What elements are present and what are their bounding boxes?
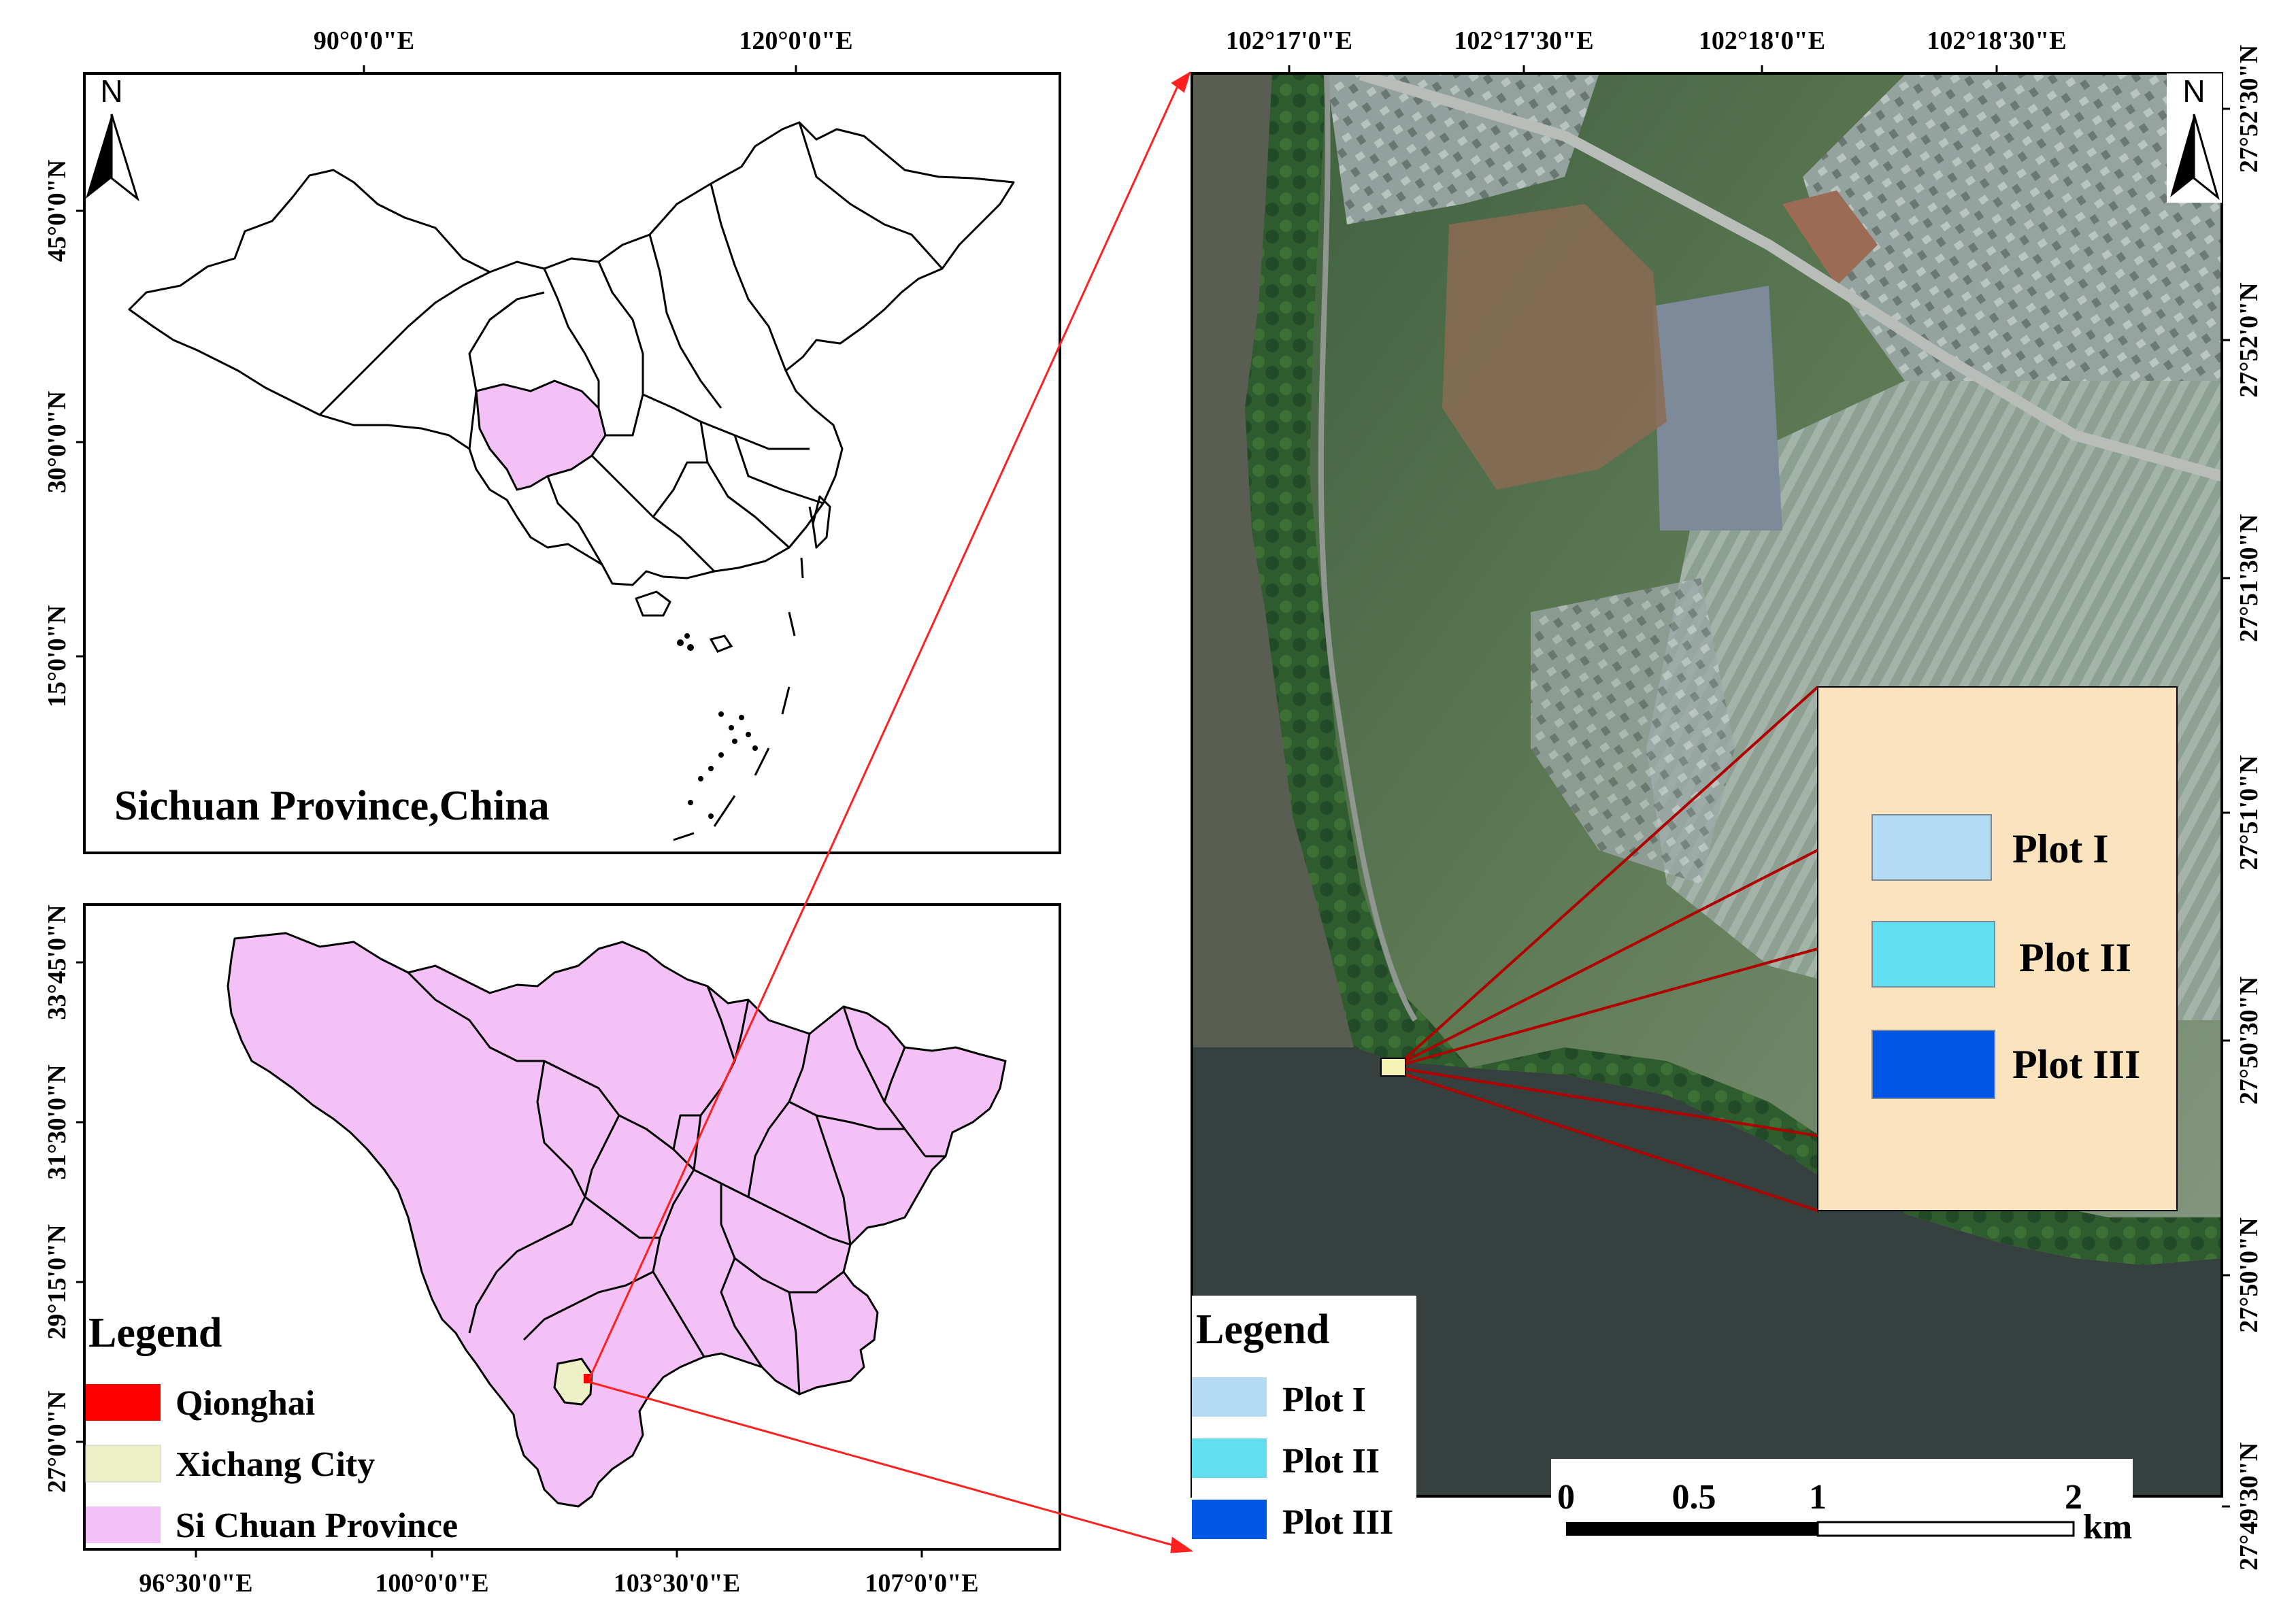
sat-top-tick-102-18-0E: 102°18'0"E bbox=[1699, 27, 1825, 55]
sichuan-bottom-tick-96-30E: 96°30'0"E bbox=[139, 1569, 252, 1598]
legend-label-sichuan: Si Chuan Province bbox=[176, 1506, 458, 1545]
china-north-arrow-icon: N bbox=[86, 73, 139, 202]
china-map-panel: 90°0'0"E 120°0'0"E 45°0'0"N 30°0'0"N 15°… bbox=[43, 27, 1061, 854]
sat-top-tick-102-18-30E: 102°18'30"E bbox=[1927, 27, 2066, 55]
china-sichuan-highlight bbox=[475, 380, 607, 491]
sichuan-bottom-tick-107E: 107°0'0"E bbox=[865, 1569, 978, 1598]
scale-bar: 0 0.5 1 2 km bbox=[1551, 1459, 2133, 1554]
svg-text:N: N bbox=[2182, 73, 2205, 109]
study-plot-marker bbox=[1380, 1058, 1406, 1077]
sat-top-tick-102-17-30E: 102°17'30"E bbox=[1454, 27, 1593, 55]
sichuan-bottom-tick-103-30E: 103°30'0"E bbox=[614, 1569, 740, 1598]
south-china-sea-islands bbox=[677, 633, 758, 819]
sat-right-tick-27-50-30N: 27°50'30"N bbox=[2235, 977, 2263, 1105]
scale-tick-0-5: 0.5 bbox=[1672, 1478, 1716, 1517]
sat-legend-label-plot-1: Plot I bbox=[1282, 1381, 1366, 1419]
legend-label-xichang: Xichang City bbox=[176, 1445, 375, 1484]
plot-inset: Plot I Plot II Plot III bbox=[1817, 686, 2178, 1211]
legend-swatch-qionghai bbox=[86, 1384, 161, 1421]
zoom-leader-lines bbox=[1404, 686, 1819, 1212]
sichuan-map-panel: 96°30'0"E 100°0'0"E 103°30'0"E 107°0'0"E… bbox=[43, 903, 1061, 1598]
sat-right-tick-27-51-30N: 27°51'30"N bbox=[2235, 514, 2263, 642]
china-top-tick-90E: 90°0'0"E bbox=[314, 27, 414, 55]
legend-swatch-xichang bbox=[85, 1445, 161, 1483]
china-top-tick-120E: 120°0'0"E bbox=[739, 27, 852, 55]
china-left-tick-15N: 15°0'0"N bbox=[43, 605, 71, 707]
sat-legend-swatch-plot-2 bbox=[1192, 1438, 1267, 1478]
satellite-legend-title: Legend bbox=[1196, 1307, 1329, 1353]
sat-right-tick-27-52-0N: 27°52'0"N bbox=[2235, 282, 2263, 397]
sichuan-left-tick-27N: 27°0'0"N bbox=[43, 1391, 71, 1493]
sat-legend-swatch-plot-1 bbox=[1192, 1377, 1267, 1417]
sat-right-tick-27-49-30N: 27°49'30"N bbox=[2235, 1443, 2263, 1570]
sat-legend-label-plot-3: Plot III bbox=[1282, 1503, 1393, 1542]
scale-tick-1: 1 bbox=[1809, 1478, 1827, 1517]
satellite-legend: Legend Plot I Plot II bbox=[1192, 1296, 1416, 1496]
inset-label-plot-3: Plot III bbox=[2012, 1042, 2140, 1087]
inset-swatch-plot-3 bbox=[1871, 1030, 1995, 1099]
sat-top-tick-102-17-0E: 102°17'0"E bbox=[1226, 27, 1352, 55]
sichuan-legend-title: Legend bbox=[88, 1310, 222, 1356]
sat-right-tick-27-51-0N: 27°51'0"N bbox=[2235, 755, 2263, 870]
connector-arrows bbox=[588, 71, 1194, 1553]
china-outline bbox=[128, 121, 1015, 586]
svg-text:N: N bbox=[100, 73, 122, 109]
inset-swatch-plot-1 bbox=[1871, 814, 1992, 881]
satellite-map-panel: 102°17'0"E 102°17'30"E 102°18'0"E 102°18… bbox=[1191, 27, 2263, 1570]
sat-right-tick-27-52-30N: 27°52'30"N bbox=[2235, 45, 2263, 173]
sat-legend-swatch-plot-3 bbox=[1192, 1500, 1267, 1539]
sat-right-tick-27-50-0N: 27°50'0"N bbox=[2235, 1217, 2263, 1332]
scale-unit: km bbox=[2083, 1508, 2132, 1547]
scale-tick-2: 2 bbox=[2065, 1478, 2082, 1517]
sichuan-left-tick-29-15N: 29°15'0"N bbox=[43, 1224, 71, 1339]
sichuan-legend: Legend Qionghai Xichang City Si Chuan Pr… bbox=[85, 1310, 458, 1545]
china-left-tick-45N: 45°0'0"N bbox=[43, 160, 71, 262]
inset-label-plot-2: Plot II bbox=[2019, 935, 2131, 980]
legend-label-qionghai: Qionghai bbox=[176, 1384, 315, 1423]
inset-label-plot-1: Plot I bbox=[2012, 826, 2109, 871]
china-province-boundaries bbox=[318, 122, 944, 573]
inset-swatch-plot-2 bbox=[1871, 921, 1995, 988]
legend-swatch-sichuan bbox=[86, 1506, 161, 1543]
china-left-tick-30N: 30°0'0"N bbox=[43, 391, 71, 493]
sichuan-left-tick-33-45N: 33°45'0"N bbox=[43, 905, 71, 1019]
sichuan-bottom-tick-100E: 100°0'0"E bbox=[375, 1569, 488, 1598]
sichuan-left-tick-31-30N: 31°30'0"N bbox=[43, 1064, 71, 1179]
china-map-caption: Sichuan Province,China bbox=[114, 783, 550, 829]
xichang-city-area bbox=[553, 1358, 593, 1406]
sat-legend-label-plot-2: Plot II bbox=[1282, 1442, 1380, 1481]
scale-tick-0: 0 bbox=[1557, 1478, 1575, 1517]
satellite-north-arrow-icon: N bbox=[2167, 73, 2222, 203]
sichuan-prefecture-boundaries bbox=[407, 971, 946, 1395]
